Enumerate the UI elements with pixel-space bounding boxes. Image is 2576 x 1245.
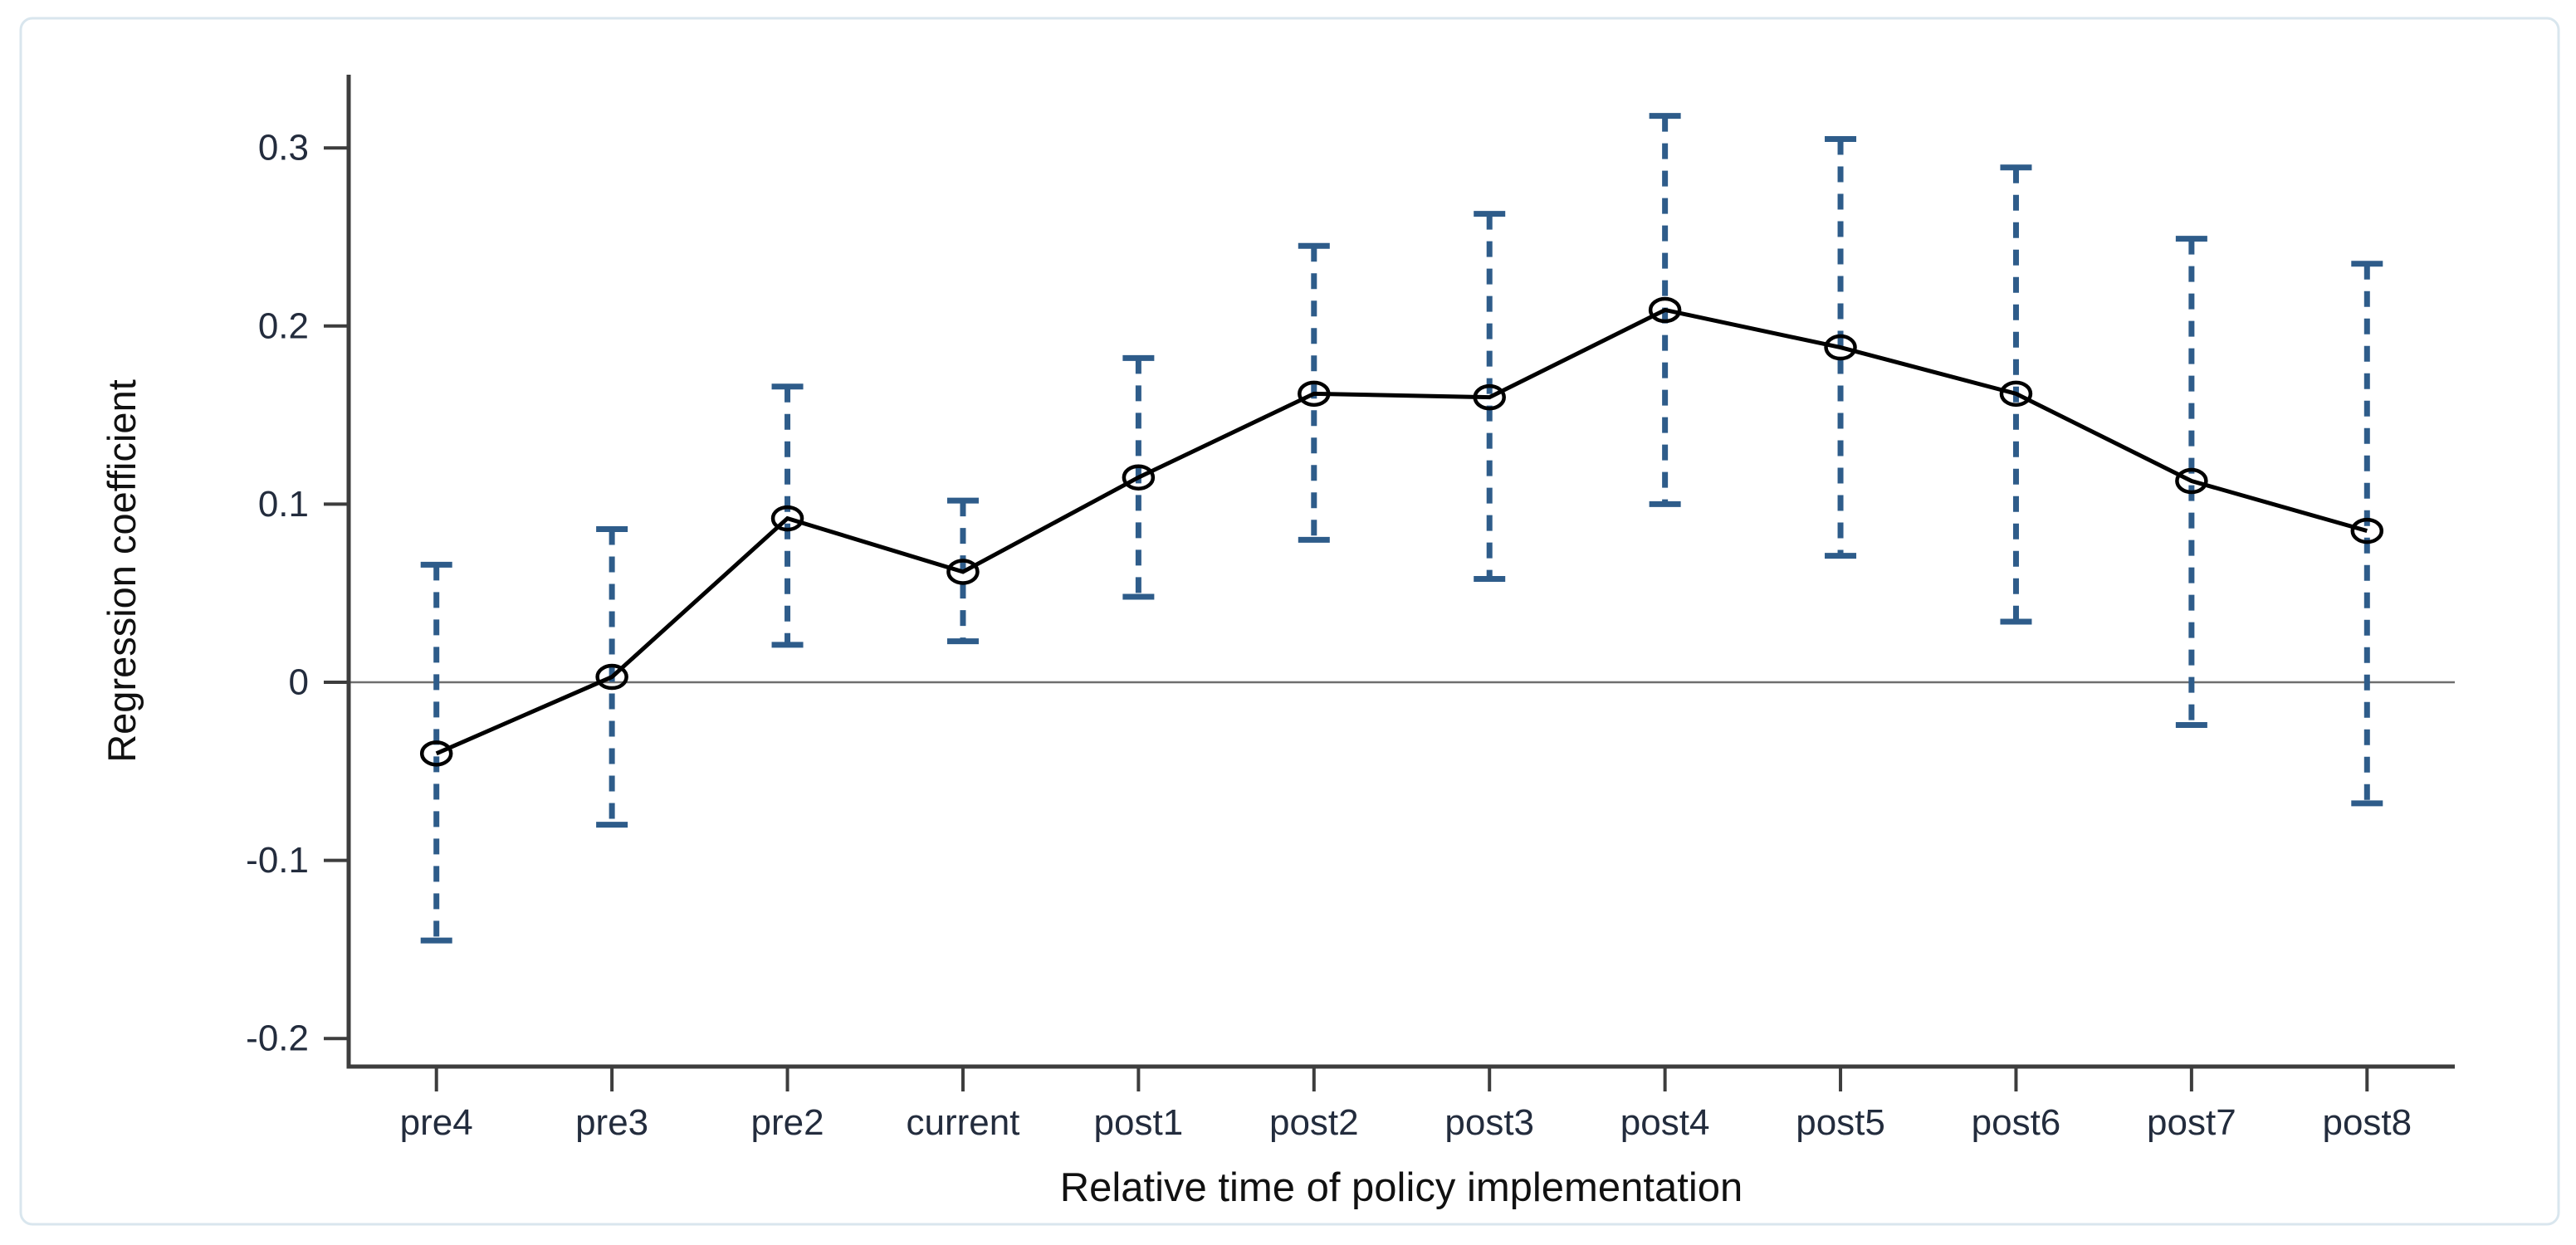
x-tick-label-post1: post1 <box>1094 1102 1184 1143</box>
series-line-group <box>435 307 2368 756</box>
x-tick-label-post2: post2 <box>1269 1102 1359 1143</box>
data-point-marker-pre4 <box>419 740 453 767</box>
data-point-marker-post3 <box>1473 383 1506 411</box>
data-point-marker-pre2 <box>770 505 804 532</box>
x-tick-label-post4: post4 <box>1620 1102 1710 1143</box>
x-tick-label-post6: post6 <box>1972 1102 2061 1143</box>
data-point-marker-current <box>946 559 980 585</box>
error-bar-post5 <box>1825 135 1857 559</box>
y-axis: 0.3 0.2 0.1 0 -0.1 -0.2 <box>246 75 351 1069</box>
data-point-marker-post4 <box>1648 296 1682 324</box>
y-tick-label-0: 0 <box>289 662 309 703</box>
x-tick-label-post3: post3 <box>1444 1102 1534 1143</box>
x-tick-label-post8: post8 <box>2322 1102 2412 1143</box>
y-axis-title: Regression coefficient <box>100 379 144 763</box>
chart-frame-group <box>19 17 2560 1226</box>
data-point-marker-post7 <box>2175 467 2208 495</box>
error-bar-post3 <box>1474 211 1506 583</box>
y-tick-label-0.2: 0.2 <box>258 305 309 346</box>
x-tick-label-post5: post5 <box>1796 1102 1885 1143</box>
x-tick-label-post7: post7 <box>2147 1102 2236 1143</box>
data-point-marker-post1 <box>1122 464 1156 491</box>
y-tick-label-0.3: 0.3 <box>258 128 309 168</box>
error-bars-group <box>420 113 2383 944</box>
markers-group <box>419 296 2384 767</box>
x-axis: pre4 pre3 pre2 current post1 post2 post3 post4 p… <box>346 1064 2455 1143</box>
data-point-marker-post2 <box>1298 380 1331 408</box>
x-tick-label-pre4: pre4 <box>400 1102 473 1143</box>
y-tick-label--0.2: -0.2 <box>246 1018 309 1059</box>
y-tick-label--0.1: -0.1 <box>246 840 309 881</box>
x-tick-label-pre2: pre2 <box>751 1102 824 1143</box>
y-tick-label-0.1: 0.1 <box>258 484 309 525</box>
data-point-marker-post8 <box>2350 517 2384 544</box>
data-point-marker-post5 <box>1824 334 1857 361</box>
series-line <box>435 307 2368 756</box>
x-axis-title: Relative time of policy implementation <box>1060 1165 1743 1210</box>
x-tick-label-pre3: pre3 <box>575 1102 648 1143</box>
error-bar-pre4 <box>420 561 452 944</box>
error-bar-post8 <box>2351 261 2383 807</box>
card-border <box>19 17 2560 1226</box>
data-point-marker-pre3 <box>595 663 628 691</box>
error-bar-post7 <box>2175 236 2207 729</box>
error-bar-pre2 <box>771 383 804 648</box>
data-point-marker-post6 <box>1999 380 2033 408</box>
x-tick-label-current: current <box>906 1102 1019 1143</box>
